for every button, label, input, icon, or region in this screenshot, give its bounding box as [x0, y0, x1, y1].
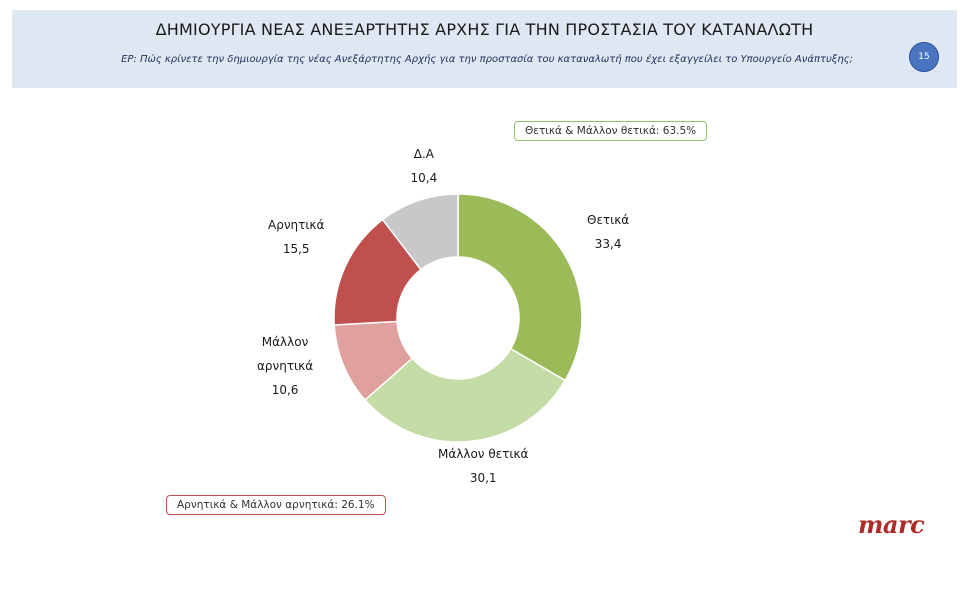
donut-slice-1	[457, 193, 583, 382]
slice-label-3: Μάλλον αρνητικά 10,6	[257, 335, 314, 397]
page-number-badge: 15	[909, 42, 939, 72]
negative-summary-box: Αρνητικά & Μάλλον αρνητικά: 26.1%	[166, 495, 386, 515]
positive-summary-box: Θετικά & Μάλλον θετικά: 63.5%	[514, 121, 708, 141]
page-title: ΔΗΜΙΟΥΡΓΙΑ ΝΕΑΣ ΑΝΕΞΑΡΤΗΤΗΣ ΑΡΧΗΣ ΓΙΑ ΤΗ…	[155, 20, 814, 39]
slice-label-2: Μάλλον θετικά 30,1	[438, 447, 529, 485]
slice-label-1: Θετικά 33,4	[587, 213, 630, 251]
survey-question: ΕΡ: Πώς κρίνετε την δημιουργία της νέας …	[121, 54, 853, 65]
marc-logo: marc	[858, 510, 925, 539]
header-banner: ΔΗΜΙΟΥΡΓΙΑ ΝΕΑΣ ΑΝΕΞΑΡΤΗΤΗΣ ΑΡΧΗΣ ΓΙΑ ΤΗ…	[12, 10, 957, 88]
slice-label-4: Αρνητικά 15,5	[268, 218, 325, 256]
donut-slice-2	[363, 347, 567, 443]
slice-label-5: Δ.Α 10,4	[410, 147, 438, 185]
donut-slice-5	[381, 193, 459, 271]
